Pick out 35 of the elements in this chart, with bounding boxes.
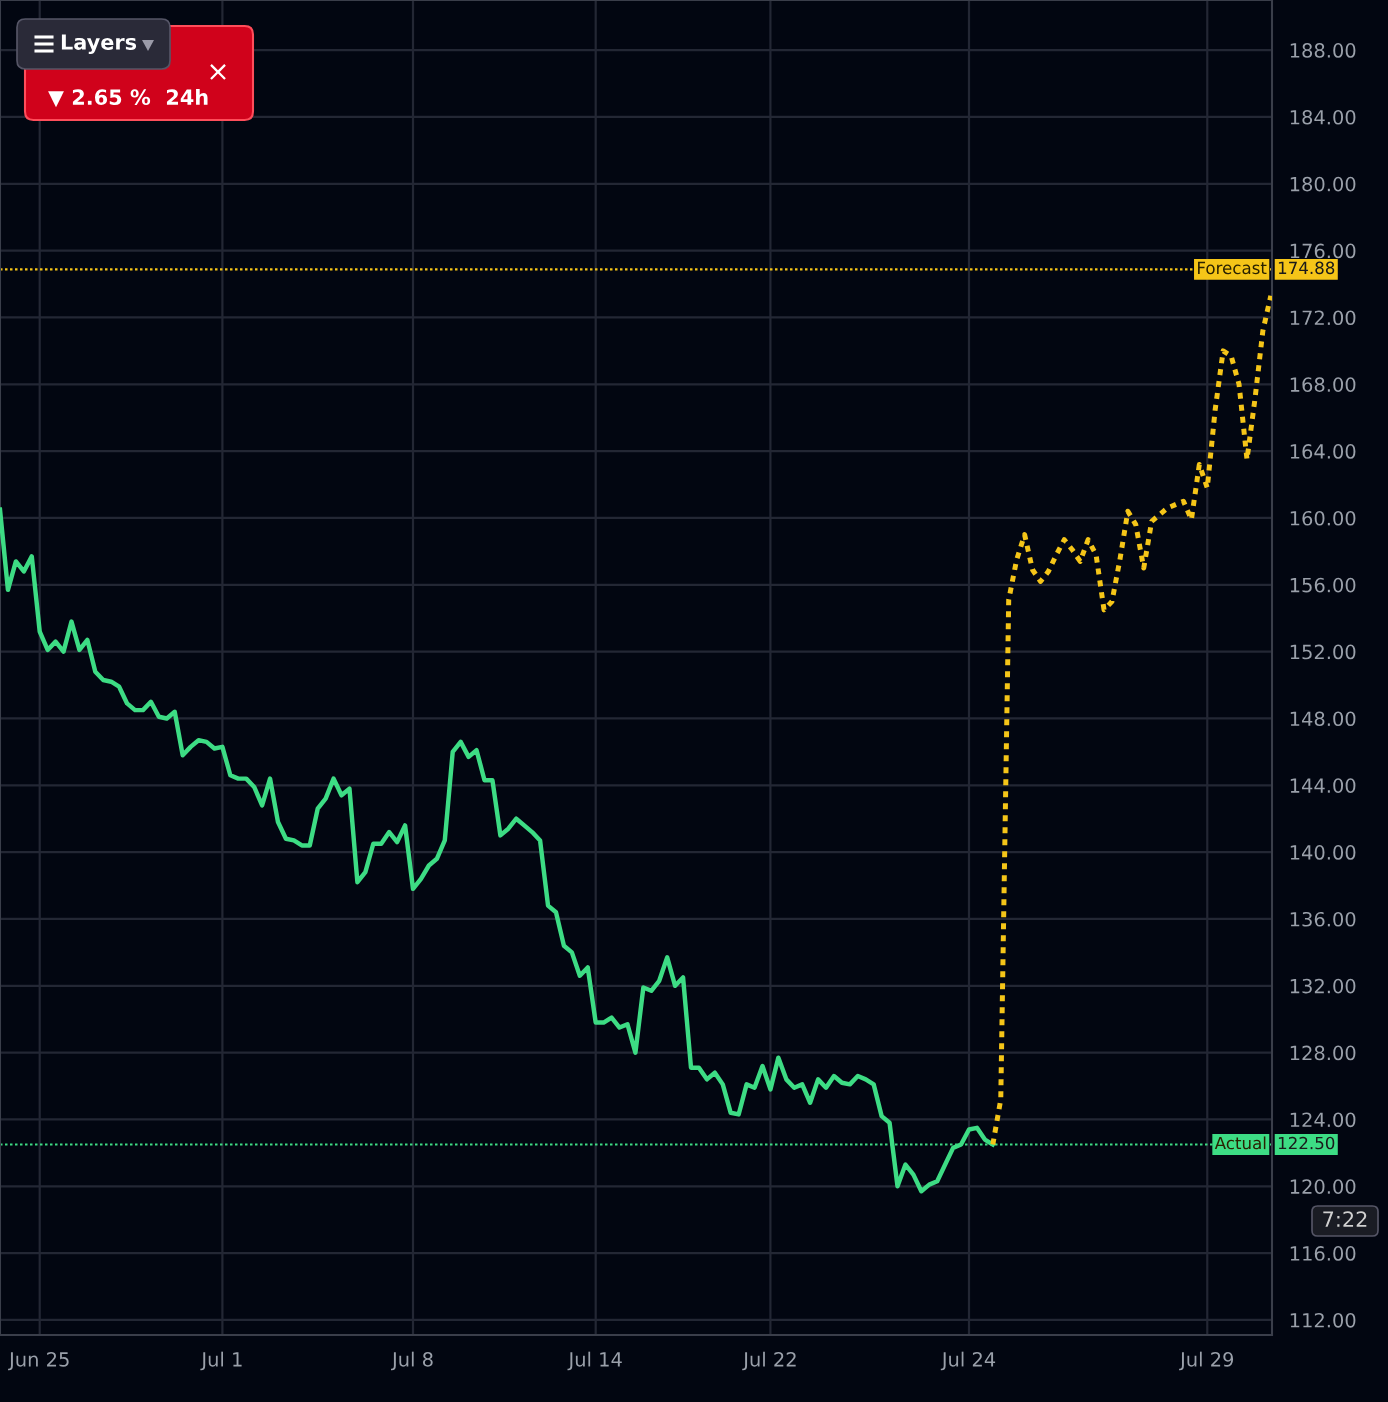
y-tick-label: 136.00 xyxy=(1290,911,1356,927)
x-tick-label: Jul 29 xyxy=(1179,1351,1234,1371)
annotation: Layers xyxy=(61,34,137,55)
x-tick-label: Jul 22 xyxy=(742,1351,796,1371)
y-tick-label: 164.00 xyxy=(1290,444,1356,459)
y-tick-label: 144.00 xyxy=(1290,778,1356,793)
y-tick-label: 132.00 xyxy=(1290,978,1356,994)
y-tick-label: 160.00 xyxy=(1290,510,1356,526)
y-tick-label: 112.00 xyxy=(1290,1312,1356,1328)
text: 174.88 xyxy=(1278,261,1335,275)
y-tick-label: 184.00 xyxy=(1290,109,1356,125)
y-tick-label: 168.00 xyxy=(1290,377,1356,392)
ref-line-label: Actual xyxy=(1214,1136,1266,1150)
y-tick-label: 140.00 xyxy=(1290,845,1356,860)
x-tick-label: Jun 25 xyxy=(8,1352,69,1371)
y-tick-label: 116.00 xyxy=(1290,1246,1356,1261)
y-tick-label: 120.00 xyxy=(1290,1179,1356,1194)
x-tick-label: Jul 24 xyxy=(940,1351,996,1371)
text: 122.50 xyxy=(1278,1136,1335,1150)
y-tick-label: 180.00 xyxy=(1290,176,1356,192)
y-tick-label: 188.00 xyxy=(1290,43,1356,58)
y-tick-label: 176.00 xyxy=(1290,243,1356,259)
y-tick-label: 152.00 xyxy=(1290,644,1356,660)
text: 7:22 xyxy=(1323,1211,1367,1227)
annotation: × xyxy=(210,64,226,80)
y-tick-label: 128.00 xyxy=(1290,1045,1356,1061)
x-tick-label: Jul 1 xyxy=(200,1351,242,1371)
annotation: ▼ 2.65 % 24h xyxy=(48,88,208,108)
ref-line-label: Forecast xyxy=(1198,261,1267,275)
y-tick-label: 148.00 xyxy=(1290,711,1356,727)
x-tick-label: Jul 8 xyxy=(391,1351,433,1371)
y-tick-label: 156.00 xyxy=(1290,577,1356,593)
x-tick-label: Jul 14 xyxy=(567,1351,622,1371)
y-tick-label: 172.00 xyxy=(1290,310,1356,326)
y-tick-label: 124.00 xyxy=(1290,1112,1356,1128)
